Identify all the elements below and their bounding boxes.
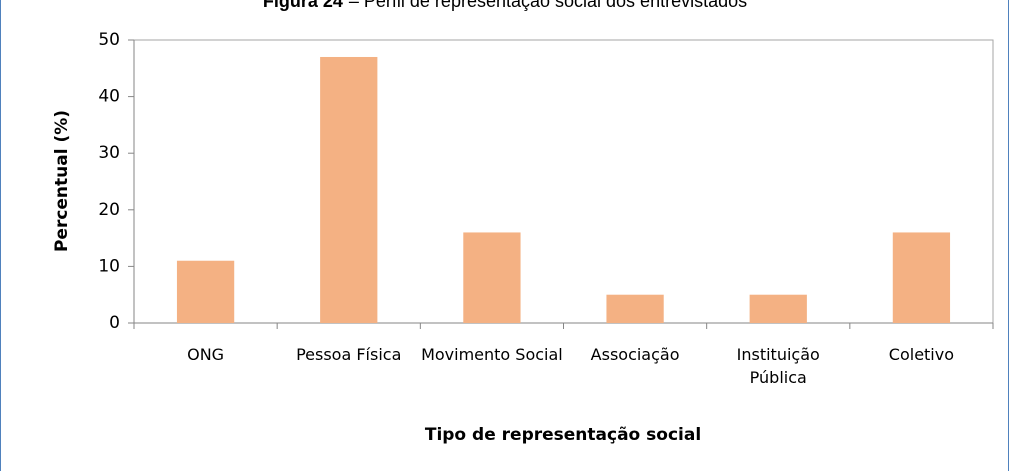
x-tick-label-box: ONG [187,345,225,364]
chart-title: Figura 24 – Perfil de representação socia… [263,0,747,11]
x-tick-label: Pessoa Física [296,345,402,364]
y-tick-label: 30 [98,143,120,163]
title-text: – Perfil de representação social dos ent… [349,0,747,11]
x-tick-label-box: Instituição Pública [736,345,820,387]
bar [749,294,807,323]
x-tick-label: Movimento Social [421,345,563,364]
x-tick-label: Coletivo [888,345,955,364]
y-tick-label: 40 [98,87,120,107]
bar [606,294,664,323]
x-tick-label-box: Coletivo [888,345,955,364]
bar [320,56,378,323]
y-axis-title: Percentual (%) [52,110,72,252]
x-tick-label-box: Pessoa Física [296,345,402,364]
bar [463,232,521,323]
x-tick-label-box: Associação [590,345,680,364]
plot-area [133,39,994,324]
bar [176,260,235,323]
y-tick-label: 50 [98,30,120,50]
title-label: Figura 24 [263,0,343,11]
x-tick-label: ONG [187,345,225,364]
bar [892,232,951,323]
x-tick-label-box: Movimento Social [421,345,563,364]
x-tick-label: Associação [590,345,680,364]
y-tick-label: 10 [98,256,120,276]
x-tick-label: Instituição Pública [736,345,820,387]
y-tick-label: 0 [109,313,120,333]
y-tick-label: 20 [98,200,120,220]
x-axis-title: Tipo de representação social [425,425,701,445]
